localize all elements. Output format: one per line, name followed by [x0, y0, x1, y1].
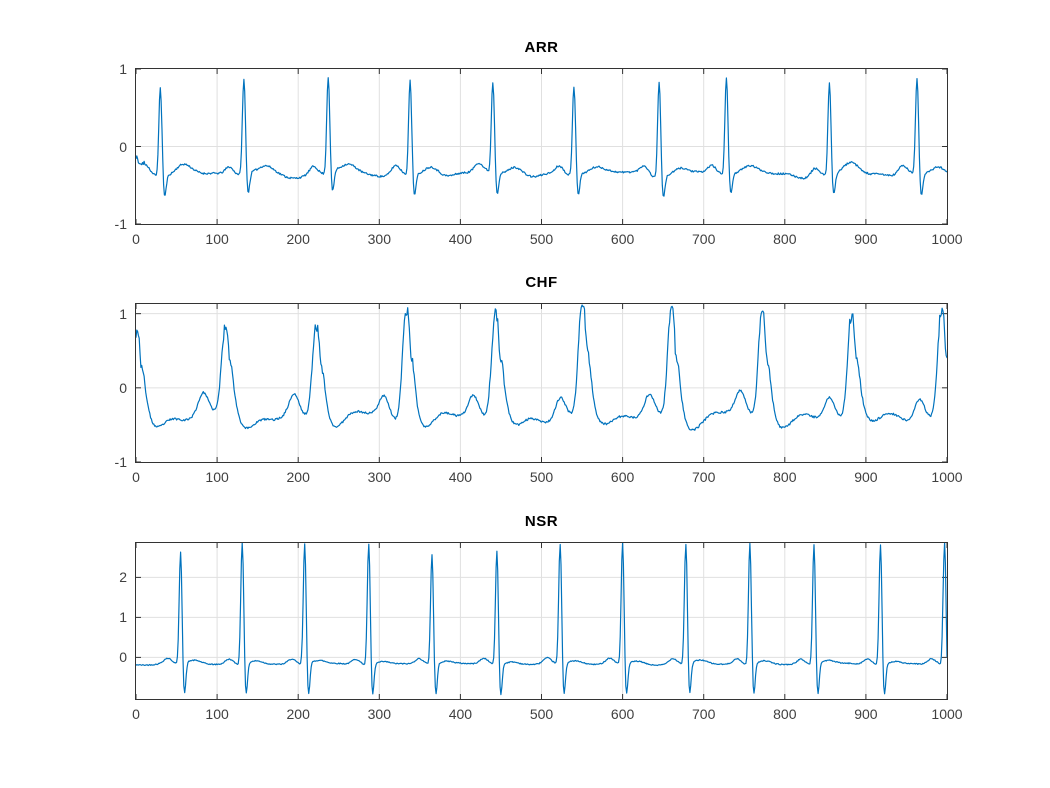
x-tick-label: 800: [773, 469, 797, 485]
x-tick-label: 700: [692, 469, 716, 485]
plot-area-nsr: [136, 543, 947, 699]
y-tick-label: -1: [114, 216, 127, 232]
grid-lines: [136, 543, 947, 699]
x-tick-label: 300: [367, 706, 391, 722]
x-tick-label: 1000: [931, 231, 963, 247]
ecg-trace-nsr: [136, 543, 947, 696]
x-tick-label: 300: [367, 231, 391, 247]
x-tick-label: 600: [610, 469, 635, 485]
plot-arr: ARR 0 100 200 300 400 500 600 700 800 900 1000 -1 0…: [115, 39, 963, 247]
y-tick-label: 1: [119, 609, 127, 626]
x-tick-label: 200: [286, 469, 310, 485]
x-tick-label: 100: [205, 231, 229, 247]
x-tick-label: 600: [610, 231, 635, 247]
tick-marks: [136, 304, 947, 462]
y-tick-label: 1: [119, 61, 127, 77]
x-tick-label: 400: [448, 469, 473, 485]
grid-lines: [136, 304, 947, 462]
ecg-trace-chf: [136, 304, 947, 431]
grid-lines: [136, 69, 947, 224]
x-tick-label: 0: [132, 231, 140, 247]
plot-area-arr: [136, 69, 947, 224]
x-tick-label: 1000: [931, 706, 963, 722]
plot-area-chf: [136, 304, 947, 462]
x-tick-label: 100: [205, 469, 229, 485]
x-tick-label: 200: [286, 231, 310, 247]
ecg-chart-svg-nsr: [136, 543, 947, 699]
x-tick-label: 600: [610, 706, 635, 722]
x-tick-label: 500: [529, 706, 554, 722]
plot-title-chf: CHF: [525, 274, 558, 291]
ecg-trace-arr: [136, 77, 947, 197]
x-tick-label: 300: [367, 469, 391, 485]
x-tick-label: 0: [132, 469, 140, 485]
y-tick-label: 0: [119, 649, 127, 666]
ecg-chart-svg-chf: [136, 304, 947, 462]
x-tick-label: 700: [692, 706, 716, 722]
plot-axes-chf: [135, 303, 948, 463]
x-tick-label: 0: [132, 706, 140, 722]
x-tick-label: 800: [773, 231, 797, 247]
y-tick-label: 2: [119, 569, 127, 586]
y-tick-label: 0: [119, 379, 127, 396]
ecg-chart-svg-arr: [136, 69, 947, 224]
x-tick-label: 900: [854, 469, 878, 485]
x-tick-label: 900: [854, 231, 878, 247]
x-tick-label: 500: [529, 231, 554, 247]
y-tick-label: 0: [119, 138, 127, 155]
tick-marks: [136, 69, 947, 224]
y-tick-label: 1: [119, 305, 127, 322]
plot-nsr: NSR 0 100 200 300 400 500 600 700 800 900 1000 0 1 2: [119, 513, 962, 722]
plot-axes-nsr: [135, 542, 948, 700]
plot-chf: CHF 0 100 200 300 400 500 600 700 800 900 1000 -1 0…: [115, 274, 963, 485]
x-tick-label: 400: [448, 706, 473, 722]
x-tick-label: 200: [286, 706, 310, 722]
x-tick-label: 500: [529, 469, 554, 485]
x-tick-labels: 0 100 200 300 400 500 600 700 800 900 1000: [132, 231, 962, 251]
x-tick-label: 900: [854, 706, 878, 722]
x-tick-label: 1000: [931, 469, 963, 485]
plot-title-arr: ARR: [524, 39, 559, 56]
plot-title-nsr: NSR: [524, 513, 559, 530]
x-tick-label: 100: [205, 706, 229, 722]
plot-axes-arr: [135, 68, 948, 225]
x-tick-label: 400: [448, 231, 473, 247]
x-tick-label: 700: [692, 231, 716, 247]
x-tick-labels: 0 100 200 300 400 500 600 700 800 900 1000: [132, 706, 962, 726]
y-tick-label: -1: [114, 454, 127, 470]
x-tick-label: 800: [773, 706, 797, 722]
x-tick-labels: 0 100 200 300 400 500 600 700 800 900 1000: [132, 469, 962, 489]
